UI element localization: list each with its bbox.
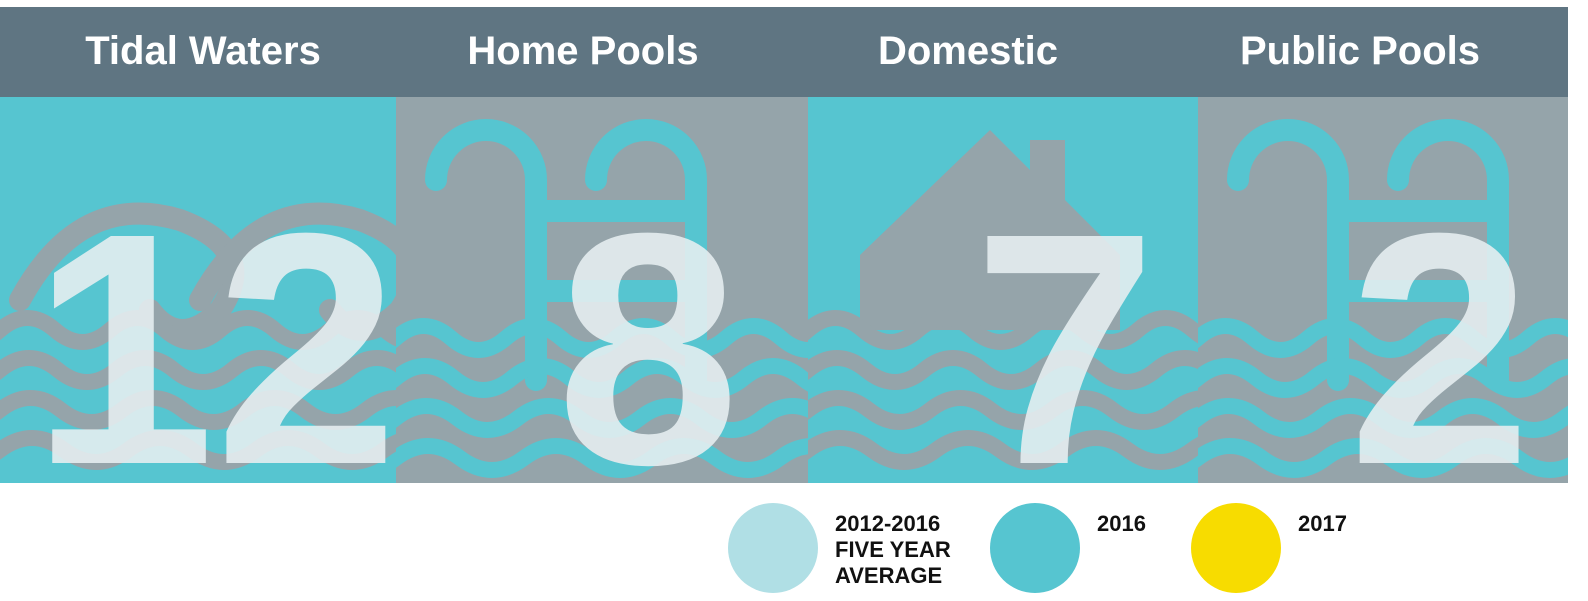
- ladder-rail: [425, 119, 547, 391]
- wave: [808, 350, 1198, 390]
- wave: [1198, 318, 1568, 358]
- wave: [808, 390, 1198, 430]
- panel: [0, 97, 396, 483]
- legend-label: 2016: [1097, 511, 1146, 536]
- swirl: [9, 202, 245, 341]
- ladder-rail: [585, 119, 707, 391]
- panel-title: Public Pools: [1240, 29, 1480, 73]
- legend-swatch: [728, 503, 818, 593]
- wave: [0, 350, 396, 390]
- house: [860, 130, 1120, 330]
- panel-title: Tidal Waters: [85, 29, 321, 73]
- wave: [0, 390, 396, 430]
- panel-number: 12: [31, 164, 398, 533]
- panel-number: 8: [556, 164, 740, 533]
- wave: [0, 430, 396, 470]
- wave: [808, 430, 1198, 470]
- ladder-step: [1348, 200, 1488, 222]
- ladder-step: [546, 200, 686, 222]
- ladder-step: [1348, 280, 1488, 302]
- panel-number: 7: [973, 164, 1157, 533]
- wave: [396, 358, 808, 398]
- panels: Tidal Waters 12 Home Pools 8 Domestic 7 Public…: [0, 29, 1568, 533]
- panel-number: 2: [1348, 164, 1532, 533]
- legend-swatch: [1191, 503, 1281, 593]
- wave: [396, 318, 808, 358]
- wave: [396, 398, 808, 438]
- legend-swatch: [990, 503, 1080, 593]
- wave: [1198, 438, 1568, 478]
- legend-label: FIVE YEAR: [835, 537, 951, 562]
- header-band: [0, 7, 1568, 97]
- wave: [808, 310, 1198, 350]
- wave: [1198, 398, 1568, 438]
- panel-title: Domestic: [878, 29, 1058, 73]
- legend-label: AVERAGE: [835, 563, 942, 588]
- panel: [396, 97, 808, 483]
- legend-label: 2017: [1298, 511, 1347, 536]
- panel: [808, 97, 1198, 483]
- wave: [1198, 358, 1568, 398]
- wave: [396, 438, 808, 478]
- panel: [1198, 97, 1568, 483]
- panel-title: Home Pools: [467, 29, 698, 73]
- ladder-rail: [1227, 119, 1349, 391]
- legend-label: 2012-2016: [835, 511, 940, 536]
- wave: [0, 310, 396, 350]
- ladder-rail: [1387, 119, 1509, 391]
- ladder-step: [546, 280, 686, 302]
